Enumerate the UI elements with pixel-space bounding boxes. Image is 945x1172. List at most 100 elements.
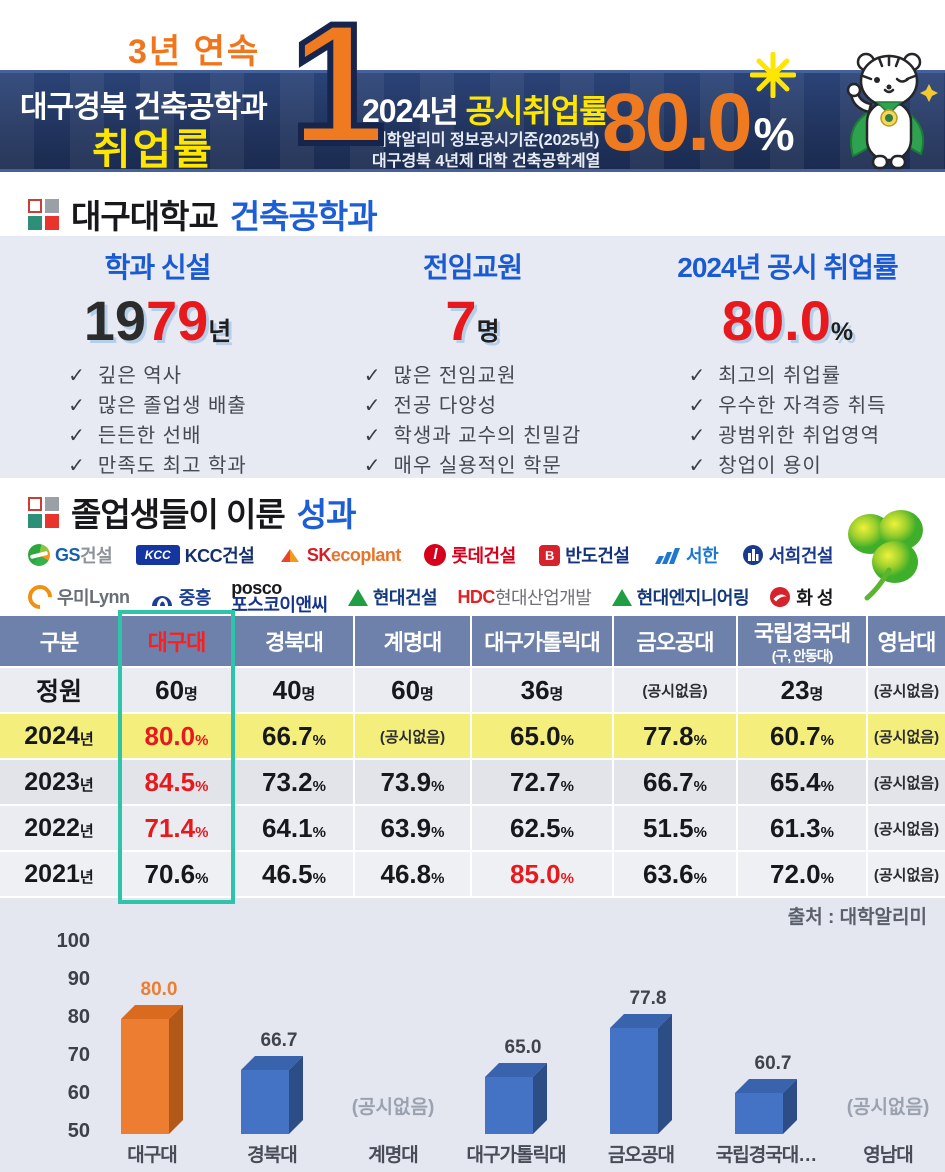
checklist-text: 많은 졸업생 배출 [97, 395, 247, 417]
table-cell: 60명 [120, 668, 235, 714]
row-label-text: 정원 [35, 678, 82, 706]
table-cell: 66.7% [614, 760, 738, 806]
dept-column-0: 학과 신설 1979년 ✓ 깊은 역사 ✓ 많은 졸업생 배출 ✓ 든든한 선배 ✓ 만족도 최고… [0, 236, 315, 478]
hero-subtitle-2: 대구경북 4년제 대학 건축공학계열 [372, 153, 601, 170]
logo-text: posco [231, 578, 282, 598]
cell-value: 46.8% [380, 858, 445, 889]
cell-value: 72.0% [770, 858, 834, 889]
company-logo-jungheung: 중흥 [150, 584, 211, 610]
table-cell: 51.5% [614, 806, 738, 852]
dept-column-value: 7명 [315, 288, 630, 353]
bar-value-label: 65.0 [504, 1037, 542, 1058]
value-unit: % [830, 318, 854, 346]
check-icon: ✓ [363, 425, 382, 447]
table-cell: 63.9% [355, 806, 472, 852]
employment-bar-chart: 100 90 80 70 60 50 80.0 대구대 66.7 경북대 (공시없음) 계명대 65.0… [0, 928, 945, 1172]
table-cell: 60.7% [738, 714, 868, 760]
y-tick-label: 60 [67, 1082, 90, 1104]
cell-value: 66.7% [643, 766, 707, 797]
company-logo-bando-construction: B 반도건설 [539, 542, 630, 568]
dept-checklist: ✓ 최고의 취업률 ✓ 우수한 자격증 취득 ✓ 광범위한 취업영역 ✓ 창업이 용이 [688, 361, 886, 481]
cell-value: 61.3% [770, 812, 834, 843]
logo-text: GS [55, 544, 81, 565]
cell-value: 23명 [780, 674, 824, 705]
table-cell: (공시없음) [868, 852, 945, 898]
table-cell: 71.4% [120, 806, 235, 852]
cell-unit: 명 [301, 685, 316, 703]
table-cell: 77.8% [614, 714, 738, 760]
cell-value: 84.5% [144, 766, 209, 797]
bar-no-data-label: (공시없음) [351, 1097, 435, 1118]
bar-value-label: 77.8 [629, 988, 667, 1009]
company-logo-hdc-hyundai: HDC 현대산업개발 [457, 584, 591, 610]
cell-value: 63.6% [643, 858, 707, 889]
checklist-item: ✓ 우수한 자격증 취득 [688, 391, 886, 421]
logo-text-stack: posco 포스코이앤씨 [231, 578, 328, 614]
header-main: 계명대 [383, 630, 443, 655]
logo-text: 반도건설 [565, 546, 630, 566]
hyundai-triangle-icon [347, 588, 368, 606]
table-row-label: 2024년 [0, 714, 120, 760]
x-category-label: 국립경국대… [715, 1145, 817, 1166]
cell-value: 73.2% [262, 766, 326, 797]
cell-value: 80.0% [144, 720, 209, 751]
hero-right-label: 공시취업률 [465, 93, 609, 129]
y-tick-label: 80 [67, 1006, 90, 1028]
checklist-text: 광범위한 취업영역 [718, 425, 880, 447]
check-icon: ✓ [68, 365, 86, 387]
logo-text: 우미 [57, 588, 90, 608]
checklist-text: 창업이 용이 [718, 455, 822, 477]
bar-대구가톨릭대 [485, 1063, 547, 1134]
company-logo-hyundai-engineering: 현대엔지니어링 [611, 584, 750, 610]
bar-국립경국대… [735, 1079, 797, 1134]
checklist-item: ✓ 깊은 역사 [68, 361, 247, 391]
dept-columns: 학과 신설 1979년 ✓ 깊은 역사 ✓ 많은 졸업생 배출 ✓ 든든한 선배 ✓ 만족도 최고… [0, 236, 945, 478]
checklist-item: ✓ 학생과 교수의 친밀감 [364, 421, 581, 451]
checklist-item: ✓ 많은 졸업생 배출 [68, 391, 247, 421]
checklist-item: ✓ 든든한 선배 [68, 421, 247, 451]
row-label-text: 2021년 [24, 859, 94, 888]
bar-value-label: 60.7 [754, 1053, 792, 1074]
source-caption: 출처 : 대학알리미 [787, 907, 927, 928]
check-icon: ✓ [688, 395, 707, 417]
dept-column-1: 전임교원 7명 ✓ 많은 전임교원 ✓ 전공 다양성 ✓ 학생과 교수의 친밀감 ✓ 매우 실용적… [315, 236, 630, 478]
company-logo-posco-enc: posco 포스코이앤씨 [231, 578, 328, 614]
dept-column-label: 2024년 공시 취업률 [677, 252, 898, 283]
table-cell: 72.0% [738, 852, 868, 898]
check-icon: ✓ [68, 395, 86, 417]
row-label-text: 2023년 [24, 767, 94, 796]
checklist-item: ✓ 매우 실용적인 학문 [364, 451, 581, 481]
cell-unit: % [312, 777, 326, 795]
hero-right-title: 2024년 공시취업률 [362, 86, 609, 132]
value-unit: 명 [476, 318, 500, 346]
company-logo-seohee-construction: 서희건설 [742, 542, 833, 568]
hero-title-region: 대구경북 건축공학과 [20, 91, 268, 124]
header-sub: (구, 안동대) [771, 648, 834, 664]
table-cell: 70.6% [120, 852, 235, 898]
table-cell: (공시없음) [868, 760, 945, 806]
hero-title-metric: 취업률 [92, 126, 214, 173]
row-label-text: 2024년 [24, 721, 94, 750]
checklist-text: 든든한 선배 [97, 425, 202, 447]
cell-unit: % [312, 869, 326, 887]
cell-unit: % [693, 731, 707, 749]
bar-front-face [735, 1093, 783, 1134]
bar-front-face [610, 1028, 658, 1134]
y-tick-label: 90 [67, 968, 90, 990]
table-row: 2024년 80.0% 66.7% (공시없음) 65.0% 77.8% 60.7% (공시없… [0, 714, 945, 760]
gs-swirl-icon [28, 544, 50, 566]
table-cell: 65.4% [738, 760, 868, 806]
company-logo-gs-construction: GS 건설 [28, 542, 113, 568]
logo-text: 현대산업개발 [494, 588, 592, 608]
checklist-item: ✓ 최고의 취업률 [688, 361, 886, 391]
cell-value: 51.5% [643, 812, 707, 843]
table-cell: 23명 [738, 668, 868, 714]
bar-side-face [533, 1063, 547, 1134]
x-category-label: 금오공대 [608, 1145, 675, 1166]
cell-unit: % [693, 869, 707, 887]
cell-value: 46.5% [262, 858, 326, 889]
outcome-title-black: 졸업생들이 이룬 [71, 496, 286, 533]
cell-unit: % [195, 823, 209, 841]
cell-value: 40명 [272, 674, 316, 705]
cell-unit: % [693, 823, 707, 841]
